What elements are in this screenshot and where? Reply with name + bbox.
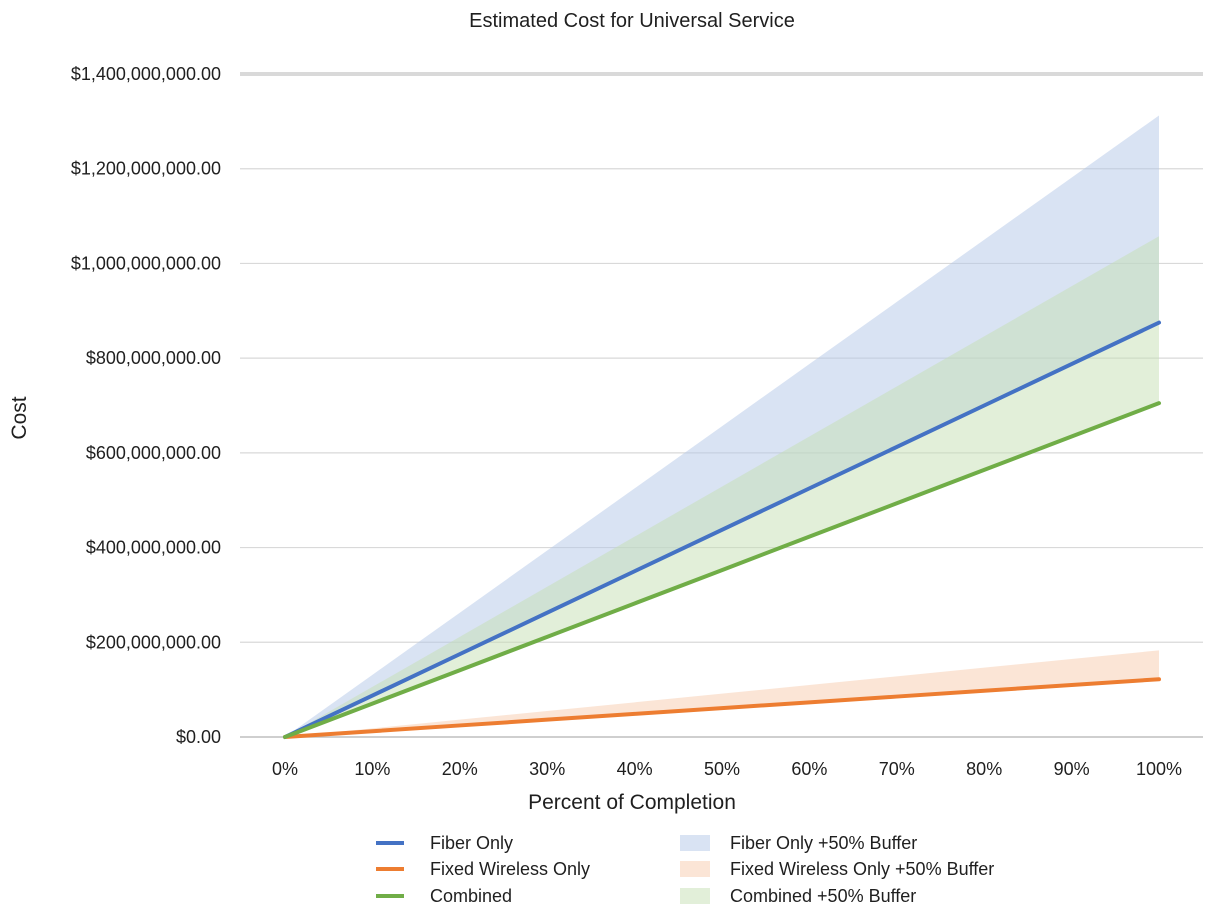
legend-swatch: [680, 861, 710, 877]
chart-title: Estimated Cost for Universal Service: [469, 10, 795, 32]
y-axis-label: Cost: [8, 396, 31, 439]
x-axis-ticks: 0% 10% 20% 30% 40% 50% 60% 70% 80% 90% 100%: [272, 759, 1182, 779]
y-tick-label: $800,000,000.00: [86, 348, 221, 368]
x-axis-label: Percent of Completion: [528, 791, 736, 814]
y-tick-label: $1,400,000,000.00: [71, 64, 221, 84]
line-fixed-wireless-only: [283, 677, 1161, 739]
y-tick-label: $200,000,000.00: [86, 632, 221, 652]
x-tick-label: 30%: [529, 759, 565, 779]
y-tick-label: $1,200,000,000.00: [71, 159, 221, 179]
legend-label: Combined: [430, 886, 512, 906]
x-tick-label: 50%: [704, 759, 740, 779]
band-combined-50-buffer: [285, 236, 1159, 737]
gridlines: [240, 72, 1203, 738]
x-tick-label: 70%: [879, 759, 915, 779]
x-tick-label: 80%: [966, 759, 1002, 779]
y-tick-label: $0.00: [176, 727, 221, 747]
x-tick-label: 60%: [791, 759, 827, 779]
x-tick-label: 100%: [1136, 759, 1182, 779]
x-tick-label: 90%: [1054, 759, 1090, 779]
band-fixed-wireless-only-50-buffer: [285, 650, 1159, 737]
y-axis-ticks: $0.00 $200,000,000.00 $400,000,000.00 $600,…: [71, 64, 221, 747]
y-tick-label: $1,000,000,000.00: [71, 253, 221, 273]
x-tick-label: 20%: [442, 759, 478, 779]
buffer-bands: [285, 115, 1159, 737]
legend: Fiber Only Fixed Wireless Only Combined Fib…: [376, 833, 994, 906]
line-fiber-only: [283, 320, 1161, 739]
x-tick-label: 40%: [617, 759, 653, 779]
y-tick-label: $600,000,000.00: [86, 443, 221, 463]
legend-label: Fiber Only +50% Buffer: [730, 833, 917, 853]
legend-swatch: [680, 888, 710, 904]
legend-label: Fixed Wireless Only: [430, 859, 590, 879]
legend-swatch: [680, 835, 710, 851]
series-lines: [283, 320, 1161, 739]
line-combined: [283, 401, 1161, 739]
legend-label: Combined +50% Buffer: [730, 886, 916, 906]
legend-label: Fiber Only: [430, 833, 513, 853]
y-tick-label: $400,000,000.00: [86, 538, 221, 558]
x-tick-label: 10%: [354, 759, 390, 779]
band-fiber-only-50-buffer: [285, 115, 1159, 737]
x-tick-label: 0%: [272, 759, 298, 779]
legend-label: Fixed Wireless Only +50% Buffer: [730, 859, 994, 879]
